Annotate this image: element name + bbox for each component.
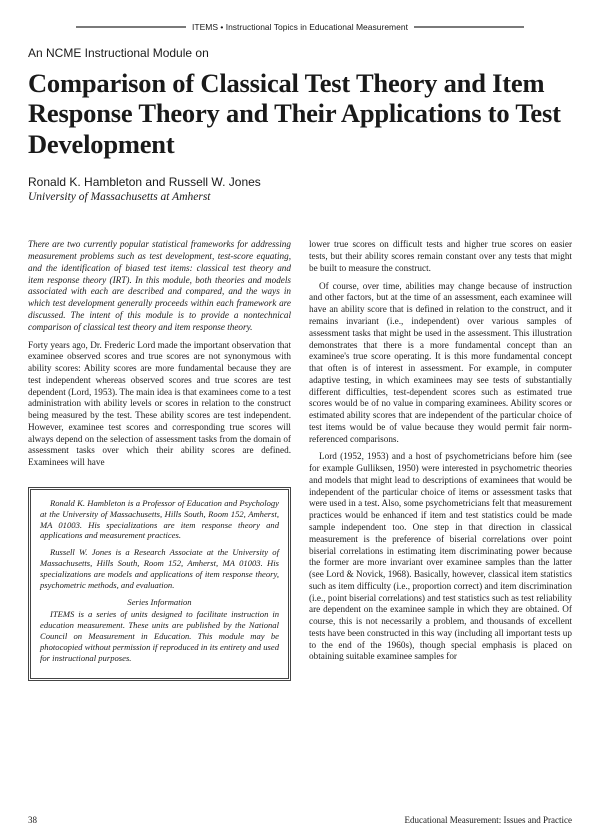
journal-name: Educational Measurement: Issues and Prac… <box>405 815 572 825</box>
header-rule-left <box>76 26 186 28</box>
abstract-text: There are two currently popular statisti… <box>28 239 291 333</box>
page-number: 38 <box>28 815 37 825</box>
body-para: Lord (1952, 1953) and a host of psychome… <box>309 451 572 663</box>
body-para: lower true scores on difficult tests and… <box>309 239 572 274</box>
bio-box: Ronald K. Hambleton is a Professor of Ed… <box>28 487 291 681</box>
body-para: Of course, over time, abilities may chan… <box>309 281 572 446</box>
article-authors: Ronald K. Hambleton and Russell W. Jones <box>28 175 572 189</box>
article-subhead: An NCME Instructional Module on <box>28 46 572 60</box>
header-rule-right <box>414 26 524 28</box>
bio-para: Russell W. Jones is a Research Associate… <box>40 547 279 590</box>
header-label: ITEMS • Instructional Topics in Educatio… <box>192 22 408 32</box>
body-columns: There are two currently popular statisti… <box>28 239 572 680</box>
body-para: Forty years ago, Dr. Frederic Lord made … <box>28 340 291 469</box>
bio-para: ITEMS is a series of units designed to f… <box>40 609 279 663</box>
page-footer: 38 Educational Measurement: Issues and P… <box>28 815 572 825</box>
article-affiliation: University of Massachusetts at Amherst <box>28 191 572 203</box>
article-title: Comparison of Classical Test Theory and … <box>28 68 572 159</box>
column-right: lower true scores on difficult tests and… <box>309 239 572 680</box>
column-left: There are two currently popular statisti… <box>28 239 291 680</box>
running-header: ITEMS • Instructional Topics in Educatio… <box>28 22 572 32</box>
bio-para: Ronald K. Hambleton is a Professor of Ed… <box>40 498 279 541</box>
series-label: Series Information <box>40 597 279 608</box>
